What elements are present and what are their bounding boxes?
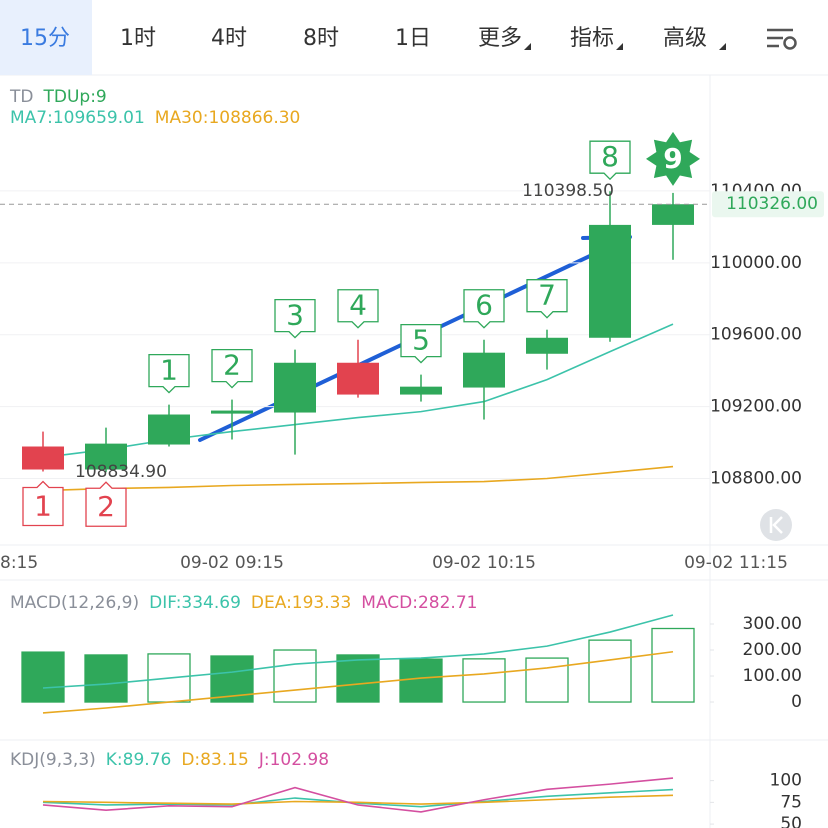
- x-tick-label: 8:15: [0, 553, 38, 573]
- tab[interactable]: 8时: [303, 26, 339, 51]
- x-tick-label: 09-02 11:15: [684, 553, 788, 573]
- dropdown-caret: [616, 43, 624, 50]
- td-badge: [463, 289, 505, 329]
- indicator-line: [42, 794, 674, 805]
- candle-body: [400, 386, 442, 395]
- tab[interactable]: 1日: [395, 26, 431, 51]
- macd-bar: [462, 658, 506, 703]
- macd-bar: [588, 639, 632, 703]
- candle-body: [22, 446, 64, 470]
- td-count: 4: [349, 289, 367, 322]
- legend-text: J:102.98: [258, 750, 329, 770]
- settings-icon[interactable]: [767, 28, 797, 50]
- low-marker: 108834.90: [75, 462, 167, 482]
- candle-body: [148, 414, 190, 445]
- macd-bar: [84, 654, 128, 703]
- td-count: 3: [286, 299, 304, 332]
- candle-body: [274, 362, 316, 413]
- indicator-line: [42, 650, 674, 714]
- legend-text: TDUp:9: [42, 87, 106, 107]
- macd-bar: [336, 654, 380, 703]
- tab[interactable]: 4时: [211, 26, 247, 51]
- td-count: 8: [601, 140, 619, 173]
- td-badge: [22, 480, 64, 527]
- td-badge: [85, 481, 127, 527]
- legend-text: MA7:109659.01: [10, 108, 145, 128]
- td-badge: [148, 353, 190, 394]
- tab[interactable]: 更多: [478, 26, 522, 51]
- y-tick-label: 110000.00: [710, 253, 802, 273]
- dropdown-caret: [719, 43, 727, 50]
- td-badge: [646, 131, 700, 186]
- legend-text: K:89.76: [106, 750, 172, 770]
- candle-body: [526, 337, 568, 354]
- indicator-line: [42, 788, 674, 808]
- y-tick-label: 300.00: [743, 614, 802, 634]
- td-badge: [274, 298, 316, 339]
- legend-text: DIF:334.69: [149, 593, 241, 613]
- legend-text: MACD:282.71: [361, 593, 477, 613]
- y-tick-label: 0: [791, 692, 802, 712]
- td-count: 1: [160, 354, 178, 387]
- candle-body: [85, 443, 127, 470]
- tab[interactable]: 15分: [20, 26, 70, 51]
- y-tick-label: 200.00: [743, 640, 802, 660]
- td-badge: [211, 348, 253, 389]
- tab-highlight: [0, 0, 92, 75]
- macd-bar: [273, 649, 317, 703]
- candle-body: [211, 410, 253, 414]
- macd-bar: [399, 658, 443, 703]
- macd-bar: [525, 657, 569, 703]
- candle-body: [589, 224, 631, 338]
- macd-bar: [651, 627, 695, 703]
- indicator-line: [42, 777, 674, 813]
- td-count: 7: [538, 279, 556, 312]
- collapse-button[interactable]: [760, 509, 792, 541]
- legend-text: TD: [9, 87, 33, 107]
- macd-bar: [21, 651, 65, 703]
- td-badge: [400, 323, 442, 364]
- indicator-line: [42, 614, 674, 689]
- legend-text: KDJ(9,3,3): [10, 750, 96, 770]
- y-tick-label: 109600.00: [710, 325, 802, 345]
- td-badge: [589, 140, 631, 181]
- td-count: 9: [663, 142, 682, 175]
- y-tick-label: 50: [780, 814, 802, 828]
- candle-body: [463, 352, 505, 388]
- td-count: 2: [97, 490, 115, 523]
- y-tick-label: 109200.00: [710, 397, 802, 417]
- y-tick-label: 108800.00: [710, 468, 802, 488]
- last-price-label: 110326.00: [726, 194, 818, 214]
- x-tick-label: 09-02 09:15: [180, 553, 284, 573]
- legend-text: DEA:193.33: [251, 593, 351, 613]
- x-tick-label: 09-02 10:15: [432, 553, 536, 573]
- tab[interactable]: 1时: [120, 26, 156, 51]
- candle-body: [337, 362, 379, 395]
- td-count: 1: [34, 489, 52, 522]
- td-count: 5: [412, 324, 430, 357]
- td-count: 6: [475, 289, 493, 322]
- td-count: 2: [223, 349, 241, 382]
- indicator-line: [42, 465, 674, 492]
- y-tick-label: 75: [780, 792, 802, 812]
- legend-text: MACD(12,26,9): [10, 593, 139, 613]
- high-marker: 110398.50: [522, 181, 614, 201]
- last-price-box: [712, 191, 824, 218]
- tab[interactable]: 指标: [570, 26, 614, 51]
- tab[interactable]: 高级: [663, 26, 707, 51]
- legend-text: MA30:108866.30: [155, 108, 301, 128]
- legend-text: D:83.15: [181, 750, 249, 770]
- candle-body: [652, 204, 694, 225]
- td-badge: [526, 279, 568, 319]
- td-badge: [337, 289, 379, 329]
- y-tick-label: 100: [770, 771, 802, 791]
- dropdown-caret: [524, 43, 532, 50]
- y-tick-label: 100.00: [743, 666, 802, 686]
